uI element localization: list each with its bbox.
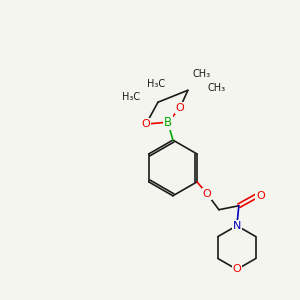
Text: O: O (256, 191, 265, 201)
Text: O: O (232, 264, 241, 274)
Text: O: O (142, 119, 150, 129)
Text: O: O (202, 189, 211, 199)
Text: N: N (233, 220, 241, 231)
Text: O: O (176, 103, 184, 113)
Text: CH₃: CH₃ (193, 69, 211, 80)
Text: H₃C: H₃C (122, 92, 140, 102)
Text: CH₃: CH₃ (208, 83, 226, 93)
Text: H₃C: H₃C (147, 79, 165, 89)
Text: B: B (164, 116, 172, 129)
Text: N: N (233, 220, 241, 231)
